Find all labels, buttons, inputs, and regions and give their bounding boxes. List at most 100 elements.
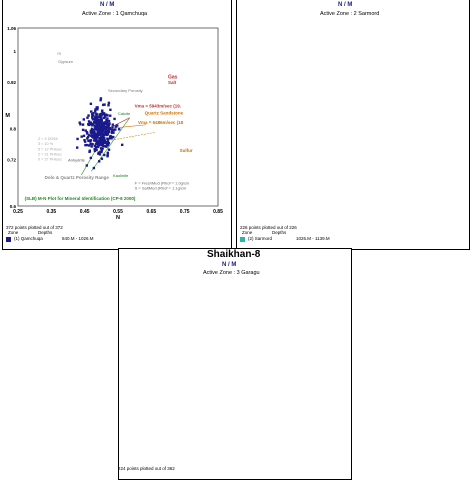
p1-porosity-note: Dolo & Quartz Porosity Range [45,175,110,180]
p1-scatter-point [86,116,89,119]
p1-anhydrite-label: Anhydrite [68,158,86,163]
p1-scatter-point [93,133,96,136]
p1-scatter-point [106,133,109,137]
p1-scatter-point [102,122,105,125]
p1-scatter-point [110,136,113,140]
p1-scatter-point [84,129,87,132]
p1-scatter-point [83,139,86,142]
p1-scatter-point [99,128,102,131]
p1-scatter-point [99,124,103,127]
p1-scatter-point [106,151,110,154]
p1-xtick-label: 0.55 [113,209,123,215]
p1-scatter-point [76,137,79,141]
p1-scatter-point [93,124,96,128]
p1-scatter-point [99,98,102,102]
p1-scatter-point [98,130,101,134]
p1-scatter-point [96,133,99,137]
p1-scatter-point [100,123,104,126]
p1-scatter-point [95,120,98,123]
p1-scatter-point [93,117,97,121]
p1-scatter-point [103,103,106,106]
p1-scatter-point [107,125,110,129]
p1-scatter-point [110,130,113,134]
p1-ytick-label: 1 [13,49,16,54]
p1-scatter-point [109,108,112,111]
p1-scatter-point [89,121,93,124]
p1-scatter-point [112,128,115,132]
p1-sulfur-label: Sulfur [180,148,193,153]
p1-gypsum-marker: ↑S [56,51,61,56]
p1-scatter-point [99,138,102,142]
p1-xtick-label: 0.75 [180,209,190,215]
p1-scatter-point [109,114,112,117]
p1-scatter-point [103,153,106,157]
p1-vma-slow-label: Vma = 5486m/sec (18 [138,120,184,125]
p1-scatter-point [107,104,110,107]
p1-ytick-label: 0.92 [7,80,16,85]
p1-plot-note: (SLB) M-N Plot for Mineral Identificatio… [25,196,136,201]
p1-scatter-point [102,135,105,139]
p1-ytick-label: 1.06 [7,26,16,31]
p1-scatter-point [94,110,97,113]
p1-scatter-point [113,117,116,121]
panel-2-depth-header: Depths [272,230,287,235]
p1-scatter-point [106,132,109,135]
p1-scatter-point [98,160,101,163]
p1-scatter-point [102,116,105,120]
p1-scatter-point [89,129,93,132]
panel-2-zone-name: (2) Sarmord [248,236,273,241]
p1-scatter-point [94,146,98,149]
p1-scatter-point [100,157,104,160]
p1-scatter-point [94,108,97,111]
p1-scatter-point [102,113,106,116]
p1-scatter-point [93,120,96,124]
panel-1-active-zone: Active Zone : 1 Qamchuqa [82,11,148,17]
p1-scatter-point [100,119,103,123]
p1-scatter-point [86,135,90,139]
p1-scatter-point [104,126,107,129]
p1-scatter-point [83,140,87,143]
panel-3-frame [118,248,352,480]
panel-2-frame [236,0,470,250]
p1-scatter-point [98,153,102,156]
p1-scatter-point [95,112,98,116]
p1-scatter-point [92,111,95,115]
p1-scatter-point [110,128,114,132]
p1-scatter-point [88,144,91,147]
p1-xtick-label: 0.65 [146,209,156,215]
p1-scatter-point [120,143,124,147]
panel-2-points-text: 226 points plotted out of 226 [240,225,297,230]
panel-1-depth-header: Depths [38,230,53,235]
p1-scatter-point [111,126,114,129]
p1-scatter-point [96,115,99,119]
p1-scatter-point [101,147,104,150]
p1-scatter-point [107,148,111,151]
p1-scatter-point [85,164,88,167]
p1-scatter-point [99,117,103,121]
p1-scatter-point [88,122,91,126]
p1-scatter-point [91,118,95,121]
p1-scatter-point [94,128,98,131]
p1-scatter-point [105,145,108,148]
p1-scatter-point [107,123,111,127]
p1-scatter-point [100,140,104,143]
p1-scatter-point [96,131,100,135]
p1-scatter-point [106,140,110,143]
p1-plot-area [17,27,219,207]
p1-scatter-point [86,137,89,140]
p1-calcite-line [91,117,130,172]
p1-scatter-point [90,132,94,135]
p1-scatter-point [92,128,95,132]
p1-scatter-point [90,145,93,148]
p1-scatter-point [114,125,117,128]
panel-1-points-text: 372 points plotted out of 372 [6,225,63,230]
p1-scatter-point [112,131,115,134]
p1-scatter-point [98,118,101,122]
p1-scatter-point [85,130,89,134]
p1-scatter-point [103,139,106,143]
panel-1-title: N / M [100,2,115,8]
p1-scatter-point [98,126,101,129]
p1-scatter-point [90,142,93,146]
panel-1-zone-swatch [6,237,11,242]
p1-scatter-point [105,123,108,126]
